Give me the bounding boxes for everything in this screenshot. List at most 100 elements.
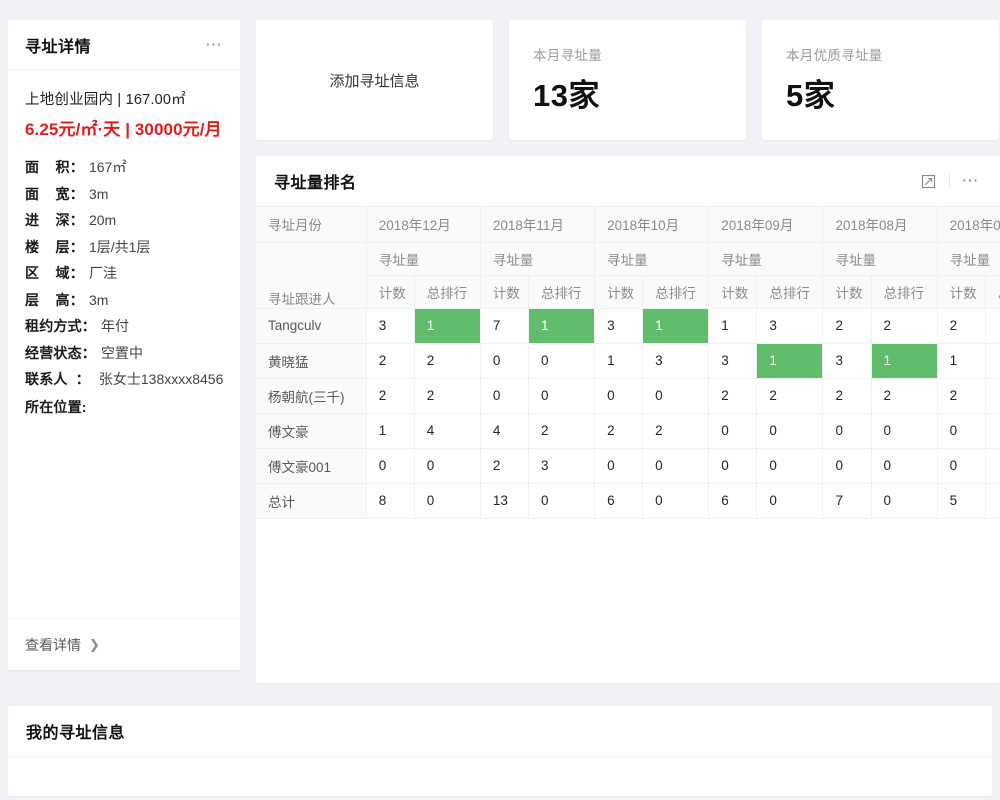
add-address-info-button[interactable]: 添加寻址信息 bbox=[256, 20, 493, 140]
detail-card-header: 寻址详情 ⋯ bbox=[8, 20, 240, 71]
chevron-right-icon: ❯ bbox=[89, 636, 100, 652]
cell-count: 8 bbox=[366, 483, 415, 519]
table-row[interactable]: 杨朝航(三千) 2 2 0 0 0 0 2 2 2 2 2 bbox=[256, 378, 1000, 414]
cell-count: 3 bbox=[366, 308, 415, 344]
cell-rank: 0 bbox=[528, 343, 596, 379]
cell-rank: 2 bbox=[528, 413, 596, 449]
header-sub-rank: 总排行 bbox=[528, 275, 596, 309]
header-sub-rank: 总排行 bbox=[871, 275, 938, 309]
spec-row-contact: 联系人 ： 张女士138xxxx8456 bbox=[25, 369, 224, 390]
cell-rank-highlighted: 1 bbox=[414, 308, 481, 344]
cell-rank: 0 bbox=[756, 448, 824, 484]
header-month-2018-10: 2018年10月 bbox=[594, 207, 710, 243]
header-month-label: 寻址月份 bbox=[256, 207, 367, 243]
stat-card-monthly-quality-count[interactable]: 本月优质寻址量 5家 bbox=[762, 20, 999, 140]
top-section: 寻址详情 ⋯ 上地创业园内 | 167.00㎡ 6.25元/㎡·天 | 3000… bbox=[8, 20, 1000, 683]
cell-rank-highlighted: 1 bbox=[871, 343, 938, 379]
row-person-name: 杨朝航(三千) bbox=[256, 378, 367, 414]
cell-count: 7 bbox=[822, 483, 872, 519]
stat-card-monthly-count[interactable]: 本月寻址量 13家 bbox=[509, 20, 746, 140]
spec-list: 面 积： 167㎡ 面 宽： 3m 进 深： 20m 楼 bbox=[25, 157, 224, 418]
ranking-card-title: 寻址量排名 bbox=[274, 175, 357, 192]
cell-count: 0 bbox=[480, 343, 529, 379]
ellipsis-icon[interactable]: ⋯ bbox=[961, 171, 981, 190]
table-row[interactable]: 傅文豪001 0 0 2 3 0 0 0 0 0 0 0 bbox=[256, 448, 1000, 484]
cell-rank-highlighted: 1 bbox=[642, 308, 710, 344]
cell-count: 2 bbox=[366, 378, 415, 414]
spec-label: 区 域： bbox=[25, 265, 84, 282]
price-summary: 6.25元/㎡·天 | 30000元/月 bbox=[25, 120, 222, 139]
stat-value: 13家 bbox=[533, 78, 600, 113]
row-person-name: 傅文豪 bbox=[256, 413, 367, 449]
spec-row-floor: 楼 层： 1层/共1层 bbox=[25, 237, 224, 257]
cell-rank: 0 bbox=[756, 483, 824, 519]
table-row[interactable]: 黄晓猛 2 2 0 0 1 3 3 1 3 1 1 bbox=[256, 343, 1000, 379]
add-address-info-label: 添加寻址信息 bbox=[329, 72, 420, 90]
cell-count: 0 bbox=[822, 413, 872, 449]
right-column: 添加寻址信息 本月寻址量 13家 本月优质寻址量 5家 寻址量排名 bbox=[256, 20, 1000, 683]
cell-count: 0 bbox=[594, 448, 644, 484]
cell-count: 0 bbox=[937, 413, 986, 449]
header-sub-count: 计数 bbox=[594, 275, 644, 309]
header-month-2018-07: 2018年07月 bbox=[937, 207, 1000, 243]
cell-rank: 2 bbox=[871, 378, 938, 414]
cell-rank: 3 bbox=[756, 308, 824, 344]
spec-value: 3m bbox=[88, 291, 109, 308]
cell-rank: 2 bbox=[414, 378, 481, 414]
cell-rank bbox=[985, 413, 1000, 449]
cell-rank-highlighted: 1 bbox=[756, 343, 824, 379]
table-row[interactable]: 总计 8 0 13 0 6 0 6 0 7 0 5 bbox=[256, 483, 1000, 519]
header-sub-rank: 总排行 bbox=[642, 275, 710, 309]
cell-rank bbox=[985, 308, 1000, 344]
cell-count: 3 bbox=[708, 343, 758, 379]
cell-rank: 3 bbox=[528, 448, 596, 484]
cell-rank bbox=[985, 483, 1000, 519]
detail-card-body: 上地创业园内 | 167.00㎡ 6.25元/㎡·天 | 30000元/月 面 … bbox=[8, 71, 240, 618]
external-link-icon[interactable] bbox=[913, 168, 943, 194]
table-row[interactable]: Tangculv 3 1 7 1 3 1 1 3 2 2 2 bbox=[256, 308, 1000, 344]
cell-count: 2 bbox=[822, 308, 872, 344]
cell-rank: 2 bbox=[642, 413, 710, 449]
spec-row-district: 区 域： 厂洼 bbox=[25, 263, 224, 283]
cell-count: 5 bbox=[937, 483, 986, 519]
header-sub-count: 计数 bbox=[822, 275, 872, 309]
spec-label: 进 深： bbox=[25, 212, 84, 229]
spec-row-width: 面 宽： 3m bbox=[25, 184, 224, 204]
header-metric-group: 寻址量 bbox=[822, 242, 938, 276]
header-metric-group: 寻址量 bbox=[937, 242, 1000, 276]
ranking-table-body: Tangculv 3 1 7 1 3 1 1 3 2 2 2 黄晓猛 2 2 0 0 1 3 3 1 3 1 1 杨朝航(三千)… bbox=[256, 308, 1000, 519]
cell-rank: 0 bbox=[642, 483, 710, 519]
cell-rank: 0 bbox=[528, 378, 596, 414]
detail-card-title: 寻址详情 bbox=[25, 39, 92, 56]
ellipsis-icon[interactable]: ⋯ bbox=[205, 35, 224, 54]
header-month-2018-09: 2018年09月 bbox=[708, 207, 824, 243]
stat-label: 本月寻址量 bbox=[533, 48, 602, 63]
cell-count: 1 bbox=[708, 308, 758, 344]
my-address-info-title: 我的寻址信息 bbox=[26, 725, 126, 742]
cell-rank: 2 bbox=[756, 378, 824, 414]
cell-rank bbox=[985, 343, 1000, 379]
cell-count: 2 bbox=[366, 343, 415, 379]
table-row[interactable]: 傅文豪 1 4 4 2 2 2 0 0 0 0 0 bbox=[256, 413, 1000, 449]
header-sub-count: 计数 bbox=[708, 275, 758, 309]
header-month-2018-11: 2018年11月 bbox=[480, 207, 596, 243]
row-person-name: 黄晓猛 bbox=[256, 343, 367, 379]
spec-label: 租约方式： bbox=[25, 318, 96, 335]
spec-row-status: 经营状态： 空置中 bbox=[25, 343, 224, 363]
header-sub-count: 计数 bbox=[937, 275, 986, 309]
my-address-info-card: 我的寻址信息 bbox=[8, 706, 992, 796]
left-column: 寻址详情 ⋯ 上地创业园内 | 167.00㎡ 6.25元/㎡·天 | 3000… bbox=[8, 20, 240, 670]
view-detail-link[interactable]: 查看详情 ❯ bbox=[25, 635, 100, 655]
spec-label: 面 积： bbox=[25, 159, 84, 176]
spec-label: 所在位置: bbox=[25, 399, 87, 416]
cell-rank: 0 bbox=[871, 483, 938, 519]
spec-label: 层 高： bbox=[25, 291, 84, 308]
ranking-table-scroll[interactable]: 寻址月份 2018年12月 2018年11月 2018年10月 2018年09月… bbox=[256, 207, 1000, 683]
ranking-table-head: 寻址月份 2018年12月 2018年11月 2018年10月 2018年09月… bbox=[256, 207, 1000, 309]
spec-row-depth: 进 深： 20m bbox=[25, 210, 224, 230]
cell-rank-highlighted: 1 bbox=[528, 308, 596, 344]
row-person-name: 傅文豪001 bbox=[256, 448, 367, 484]
spec-value: 厂洼 bbox=[88, 265, 117, 282]
spec-row-height: 层 高： 3m bbox=[25, 290, 224, 310]
